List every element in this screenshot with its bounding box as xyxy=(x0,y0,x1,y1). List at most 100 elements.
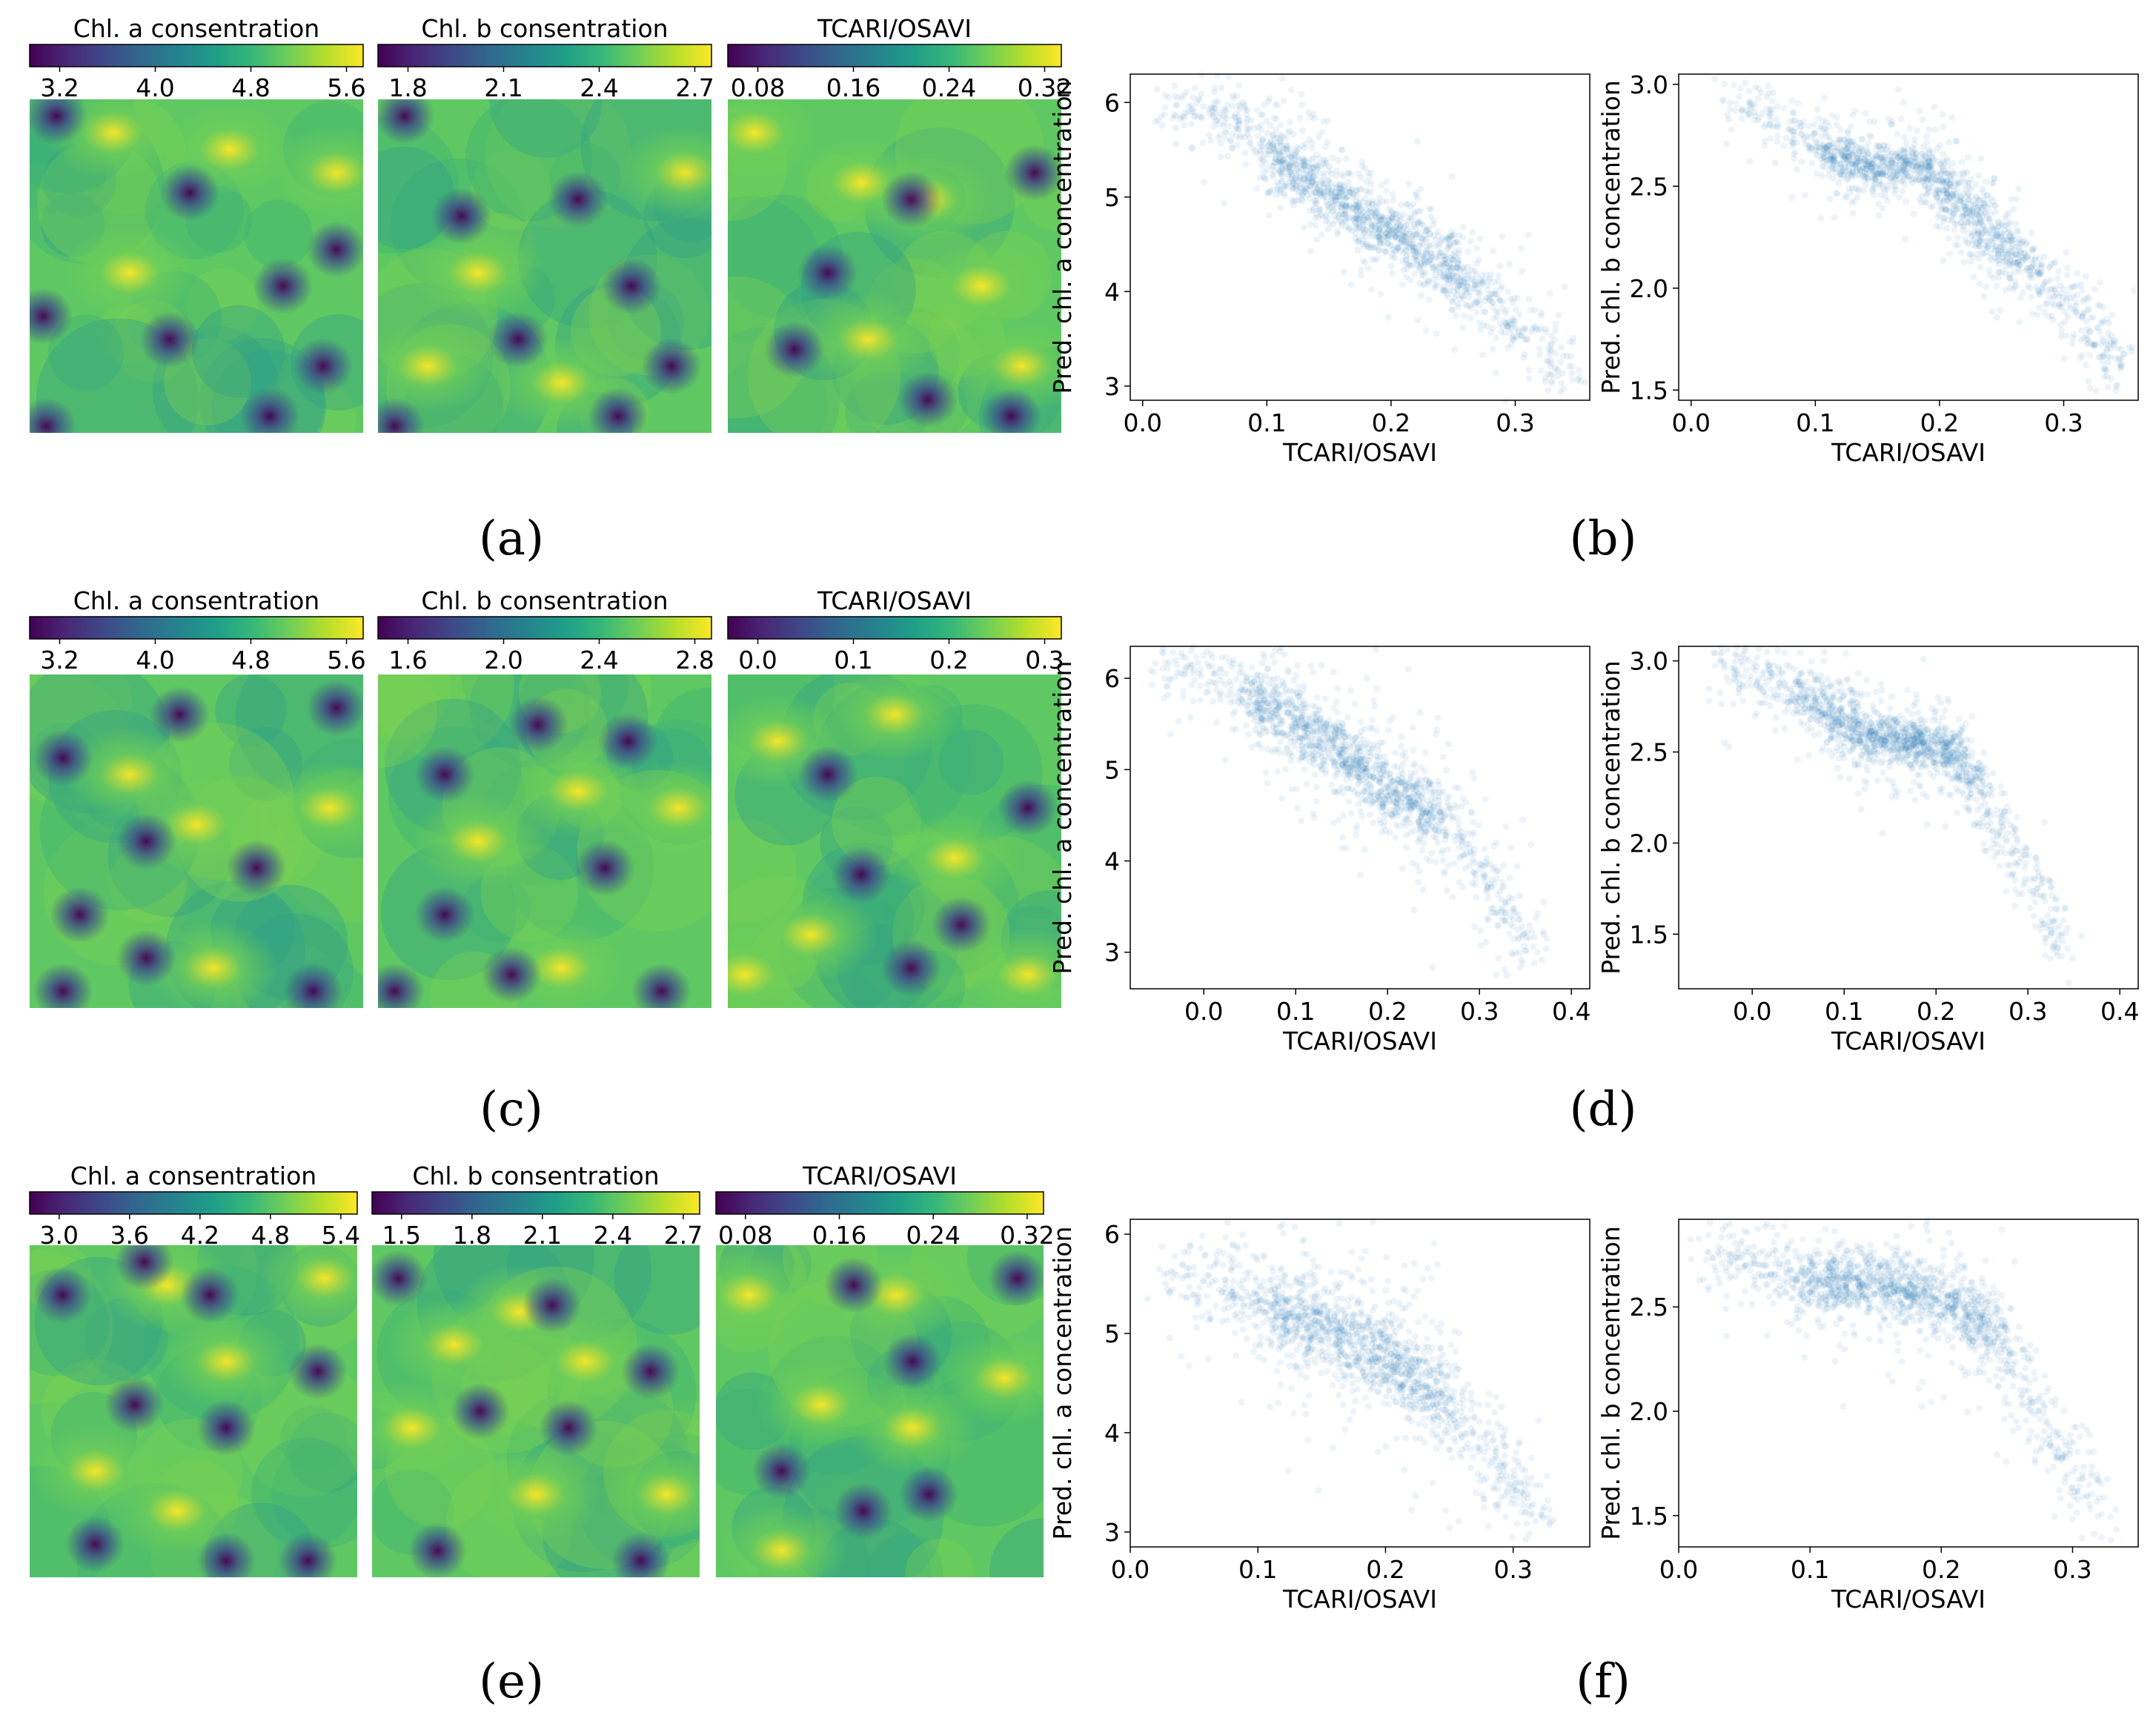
scatter-point xyxy=(1974,204,1982,211)
scatter-point xyxy=(1499,298,1507,305)
scatter-point xyxy=(1453,312,1460,319)
scatter-point xyxy=(1298,196,1305,203)
scatter-point xyxy=(1361,195,1369,202)
scatter-point xyxy=(1423,225,1430,233)
scatter-point xyxy=(1353,826,1360,833)
scatter-point xyxy=(1960,258,1968,265)
x-tick-label: 0.2 xyxy=(1368,997,1407,1026)
scatter-point xyxy=(1946,208,1953,215)
scatter-point xyxy=(1906,125,1914,132)
scatter-point xyxy=(1246,134,1253,142)
scatter-point xyxy=(1307,248,1314,255)
scatter-point xyxy=(1328,203,1336,211)
scatter-point xyxy=(1521,351,1528,358)
scatter-point xyxy=(1206,110,1213,117)
scatter-point xyxy=(1568,362,1576,370)
scatter-point xyxy=(1905,159,1911,167)
scatter-point xyxy=(1217,153,1224,161)
scatter-point xyxy=(1848,173,1855,180)
scatter-point xyxy=(1283,701,1290,709)
scatter-point xyxy=(1569,339,1576,346)
scatter-point xyxy=(1485,276,1493,284)
scatter-point xyxy=(1909,167,1917,174)
scatter-point xyxy=(1364,265,1372,272)
scatter-point xyxy=(1388,207,1395,214)
scatter-point xyxy=(1274,166,1281,173)
scatter-point xyxy=(1327,199,1335,206)
heatmap-low-region xyxy=(488,311,548,368)
scatter-point xyxy=(1262,769,1270,776)
scatter-point xyxy=(1448,306,1456,314)
scatter-point xyxy=(1474,289,1482,296)
scatter-point xyxy=(1476,291,1483,297)
scatter-point xyxy=(1507,844,1515,852)
scatter-point xyxy=(1302,140,1310,147)
scatter-point xyxy=(1313,798,1320,805)
scatter-point xyxy=(1289,185,1296,192)
heatmap-high-region xyxy=(955,319,1061,413)
x-tick-label: 0.0 xyxy=(1184,997,1223,1026)
scatter-point xyxy=(1264,166,1271,173)
scatter-point xyxy=(1235,126,1241,133)
scatter-point xyxy=(1450,231,1457,238)
scatter-point xyxy=(1345,169,1353,176)
scatter-point xyxy=(1487,904,1495,912)
scatter-point xyxy=(1460,312,1467,319)
scatter-point xyxy=(1923,185,1931,192)
scatter-point xyxy=(1760,124,1768,130)
scatter-point xyxy=(1428,795,1436,803)
heatmap-image xyxy=(728,674,1061,1008)
scatter-point xyxy=(1278,148,1286,156)
scatter-point xyxy=(2086,385,2094,392)
scatter-point xyxy=(1374,230,1382,237)
scatter-point xyxy=(1723,140,1730,147)
scatter-point xyxy=(1982,242,1989,249)
scatter-point xyxy=(1188,681,1195,689)
scatter-point xyxy=(1223,115,1230,122)
scatter-point xyxy=(1319,159,1327,167)
scatter-point xyxy=(1538,956,1545,964)
scatter-point xyxy=(1373,256,1381,263)
x-tick-label: 0.3 xyxy=(1460,997,1499,1026)
scatter-point xyxy=(1891,190,1898,197)
scatter-point xyxy=(1445,264,1453,271)
scatter-point xyxy=(1239,99,1247,106)
scatter-point xyxy=(1982,208,1989,216)
scatter-point xyxy=(1341,216,1348,224)
scatter-point xyxy=(1960,227,1967,234)
scatter-point xyxy=(1436,828,1443,835)
scatter-point xyxy=(1422,256,1429,263)
scatter-point xyxy=(1423,236,1430,243)
scatter-point xyxy=(1388,253,1396,260)
scatter-point xyxy=(1774,138,1781,145)
scatter-point xyxy=(1213,719,1220,726)
scatter-point xyxy=(1502,307,1510,314)
scatter-point xyxy=(2083,362,2089,368)
scatter-point xyxy=(1293,167,1300,174)
scatter-point xyxy=(1313,783,1320,791)
scatter-point xyxy=(1439,846,1447,854)
scatter-point xyxy=(1273,159,1281,166)
scatter-point xyxy=(1363,240,1370,248)
scatter-point xyxy=(1290,130,1297,138)
scatter-point xyxy=(1983,191,1991,199)
scatter-point xyxy=(1373,209,1380,216)
scatter-point xyxy=(1205,131,1213,139)
scatter-point xyxy=(1382,221,1390,228)
scatter-point xyxy=(1451,346,1459,354)
scatter-point xyxy=(1745,657,1752,664)
scatter-point xyxy=(1409,724,1416,732)
scatter-point xyxy=(1798,158,1805,165)
scatter-point xyxy=(1278,730,1285,737)
scatter-point xyxy=(1814,105,1821,113)
scatter-point xyxy=(2077,327,2085,334)
scatter-point xyxy=(1318,661,1325,669)
scatter-point xyxy=(1399,770,1407,778)
scatter-point xyxy=(1252,699,1259,706)
colorbar xyxy=(377,44,712,67)
scatter-point xyxy=(2041,279,2049,286)
scatter-point xyxy=(1389,246,1396,253)
scatter-point xyxy=(1792,124,1800,131)
scatter-point xyxy=(2070,331,2077,338)
scatter-point xyxy=(1453,291,1461,299)
